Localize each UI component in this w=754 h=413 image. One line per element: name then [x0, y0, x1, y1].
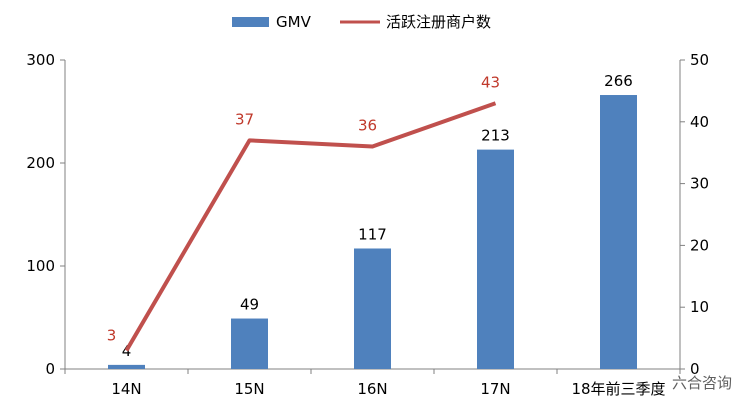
right-tick-label: 10 [690, 298, 709, 316]
bar [108, 364, 145, 369]
bar-data-label: 49 [240, 296, 259, 314]
line-data-label: 37 [235, 110, 254, 128]
left-tick-label: 100 [26, 257, 55, 275]
bar-data-label: 4 [122, 342, 132, 360]
left-tick-label: 300 [26, 51, 55, 69]
bar-data-label: 266 [604, 72, 633, 90]
x-tick-label: 18年前三季度 [571, 380, 665, 398]
left-tick-label: 200 [26, 154, 55, 172]
legend-label-gmv: GMV [276, 13, 312, 31]
x-tick-label: 16N [357, 380, 387, 398]
line-data-label: 43 [481, 73, 500, 91]
bar [477, 149, 514, 369]
legend-swatch-gmv [232, 17, 269, 27]
legend-label-merchants: 活跃注册商户数 [386, 13, 491, 31]
right-tick-label: 0 [690, 360, 700, 378]
bar-data-label: 213 [481, 127, 510, 145]
bar-data-label: 117 [358, 225, 387, 243]
x-tick-label: 17N [480, 380, 510, 398]
x-tick-label: 15N [234, 380, 264, 398]
left-tick-label: 0 [45, 360, 55, 378]
line-data-label: 36 [358, 117, 377, 135]
line-series [124, 101, 497, 352]
right-tick-label: 20 [690, 236, 709, 254]
bar [354, 248, 391, 369]
x-tick-label: 14N [111, 380, 141, 398]
watermark: 六合咨询 [671, 374, 732, 392]
right-tick-label: 50 [690, 51, 709, 69]
bar [231, 318, 268, 369]
bar [600, 95, 637, 370]
line-data-label: 3 [107, 326, 117, 344]
right-tick-label: 40 [690, 113, 709, 131]
right-tick-label: 30 [690, 175, 709, 193]
